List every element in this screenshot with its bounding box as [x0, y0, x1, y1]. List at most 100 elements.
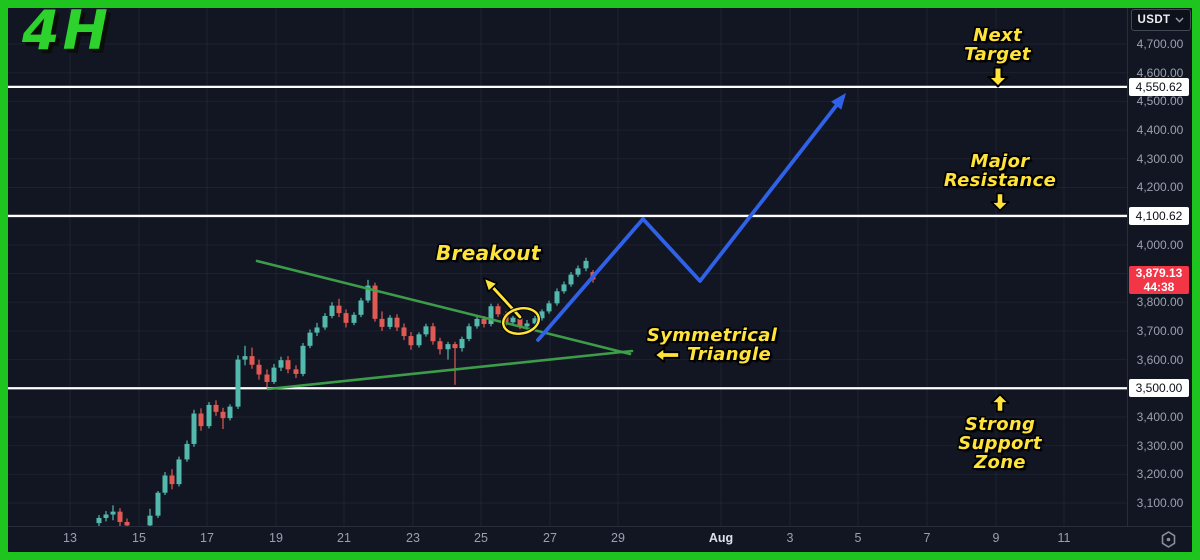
candle-body [336, 305, 342, 314]
candle-body [242, 356, 248, 360]
candle-body [474, 318, 480, 327]
candle-body [184, 443, 190, 460]
candle-body [351, 314, 357, 323]
time-tick-label: 29 [611, 531, 625, 545]
candle-body [575, 268, 581, 275]
breakout-label: Breakout [436, 241, 541, 265]
candle-body [372, 285, 378, 319]
time-tick-label: 19 [269, 531, 283, 545]
candle-body [220, 411, 226, 419]
price-axis[interactable]: 4,700.00 4,600.00 4,500.00 4,400.00 4,300.00… [1128, 8, 1192, 526]
price-tick-label: 4,500.00 [1136, 94, 1184, 109]
time-tick-label: 11 [1057, 531, 1071, 545]
arrow-up-icon [990, 393, 1010, 413]
time-tick-label: 25 [474, 531, 488, 545]
currency-selector-button[interactable]: USDT [1131, 9, 1191, 31]
candle-body [285, 360, 291, 370]
next-target-line2: Target [964, 44, 1031, 65]
candle-body [169, 475, 175, 485]
price-tick-label: 3,100.00 [1136, 496, 1184, 511]
candle-body [103, 514, 109, 518]
candle-body [546, 303, 552, 312]
price-level-label: 4,100.62 [1129, 206, 1189, 225]
candle-body [227, 406, 233, 419]
annotation-strong-support[interactable]: Strong Support Zone [940, 393, 1060, 472]
major-resistance-line1: Major [970, 151, 1030, 172]
annotation-major-resistance[interactable]: Major Resistance [932, 152, 1068, 212]
candle-body [452, 344, 458, 349]
candle-body [481, 318, 487, 325]
candle-body [300, 345, 306, 374]
time-tick-label: 5 [854, 531, 862, 545]
candle-body [554, 291, 560, 304]
candle-body [307, 332, 313, 346]
candle-body [249, 356, 255, 365]
candle-body [488, 306, 494, 325]
arrow-left-icon [653, 346, 681, 363]
candle-body [206, 404, 212, 427]
candle-body [343, 313, 349, 323]
time-tick-label: 17 [200, 531, 214, 545]
projection-arrow-line[interactable] [536, 95, 845, 342]
time-tick-label: 7 [923, 531, 931, 545]
annotation-next-target[interactable]: Next Target [940, 26, 1055, 88]
currency-label: USDT [1137, 14, 1171, 26]
annotation-breakout[interactable]: Breakout [436, 241, 541, 265]
candle-body [198, 413, 204, 427]
trendline-triangle-lower[interactable] [266, 349, 634, 391]
plot-area[interactable] [8, 8, 1127, 529]
timeframe-watermark: 4H [22, 0, 111, 62]
candle-body [124, 521, 130, 526]
price-tick-label: 3,300.00 [1136, 438, 1184, 453]
strong-support-line2: Support [958, 433, 1042, 454]
trendline-triangle-upper[interactable] [255, 259, 632, 356]
strong-support-line1: Strong [964, 414, 1036, 435]
candle-body [510, 317, 516, 323]
time-tick-label: 21 [337, 531, 351, 545]
candle-body [264, 374, 270, 382]
candle-body [568, 274, 574, 285]
price-level-label: 4,550.62 [1129, 77, 1189, 96]
price-tick-label: 3,600.00 [1136, 352, 1184, 367]
candle-body [430, 326, 436, 342]
price-axis-separator [1127, 8, 1128, 526]
candle-body [524, 323, 530, 327]
time-tick-label: 15 [132, 531, 146, 545]
candle-body [401, 327, 407, 337]
candle-body [162, 475, 168, 493]
candle-body [155, 492, 161, 516]
time-tick-label: 3 [786, 531, 794, 545]
candle-body [387, 317, 393, 327]
price-tick-label: 4,200.00 [1136, 180, 1184, 195]
strong-support-line3: Zone [974, 452, 1026, 473]
time-tick-label: 13 [63, 531, 77, 545]
symmetrical-triangle-line1: Symmetrical [646, 325, 778, 346]
breakout-circle[interactable] [501, 305, 541, 337]
price-tick-label: 3,200.00 [1136, 467, 1184, 482]
breakout-pointer-head [483, 277, 499, 293]
time-tick-label: 27 [543, 531, 557, 545]
candle-body [358, 300, 364, 315]
candle-body [329, 305, 335, 316]
candle-body [379, 318, 385, 327]
candle-body [314, 327, 320, 333]
price-tick-label: 4,300.00 [1136, 151, 1184, 166]
arrow-down-icon [987, 66, 1008, 88]
annotation-symmetrical-triangle[interactable]: Symmetrical Triangle [633, 326, 791, 364]
time-tick-label: Aug [708, 531, 734, 545]
price-tick-label: 4,000.00 [1136, 237, 1184, 252]
price-tick-label: 4,600.00 [1136, 65, 1184, 80]
price-tick-label: 3,800.00 [1136, 295, 1184, 310]
time-tick-label: 23 [406, 531, 420, 545]
time-axis[interactable]: 13 15 17 19 21 23 25 27 29 Aug 3 5 7 9 11 [8, 526, 1192, 552]
chevron-down-icon [1175, 17, 1184, 23]
candle-body [213, 404, 219, 412]
axis-settings-icon[interactable] [1158, 529, 1179, 550]
candle-body [176, 459, 182, 485]
candle-body [117, 511, 123, 522]
candle-body [278, 360, 284, 368]
projection-arrowhead [831, 93, 846, 110]
candle-body [271, 367, 277, 382]
time-axis-separator [8, 526, 1192, 527]
